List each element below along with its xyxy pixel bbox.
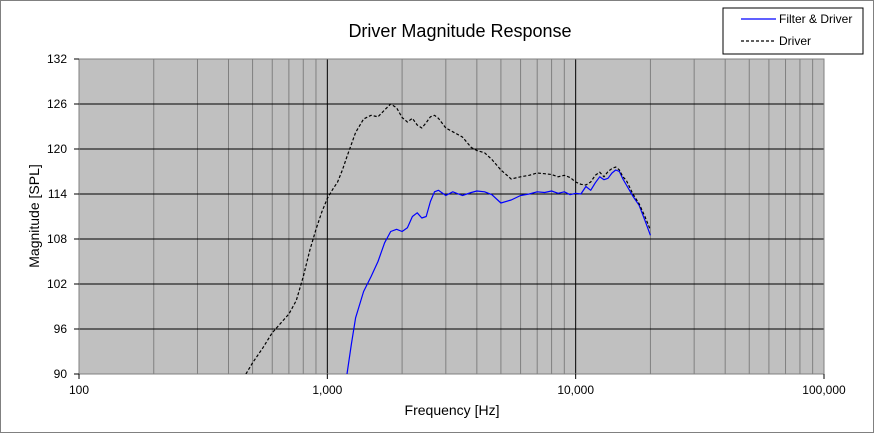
y-tick-label: 96	[54, 322, 68, 336]
legend-label: Filter & Driver	[779, 12, 852, 26]
plot-border	[78, 58, 825, 375]
plot-area: 100 1,000 10,000 100,000 90 96 102 108 114 120 126…	[47, 52, 846, 397]
y-axis-title: Magnitude [SPL]	[26, 164, 42, 268]
y-tick-label: 114	[48, 187, 67, 201]
y-tick-label: 132	[47, 52, 67, 66]
y-tick-label: 90	[54, 367, 68, 381]
y-tick-label: 102	[47, 277, 67, 291]
series-line-filter-driver	[346, 169, 651, 374]
x-axis-title: Frequency [Hz]	[405, 402, 500, 418]
y-tick-label: 126	[47, 97, 67, 111]
legend-box	[722, 7, 864, 55]
series-line-driver	[245, 103, 651, 374]
x-tick-label: 100,000	[802, 383, 846, 397]
y-tick-label: 120	[47, 142, 67, 156]
chart-title: Driver Magnitude Response	[348, 21, 571, 41]
plot-background	[79, 59, 824, 374]
legend: Filter & Driver Driver	[722, 7, 864, 55]
y-tick-label: 108	[47, 232, 67, 246]
x-tick-label: 1,000	[312, 383, 342, 397]
x-tick-label: 100	[69, 383, 89, 397]
x-tick-label: 10,000	[557, 383, 594, 397]
legend-label: Driver	[779, 34, 811, 48]
